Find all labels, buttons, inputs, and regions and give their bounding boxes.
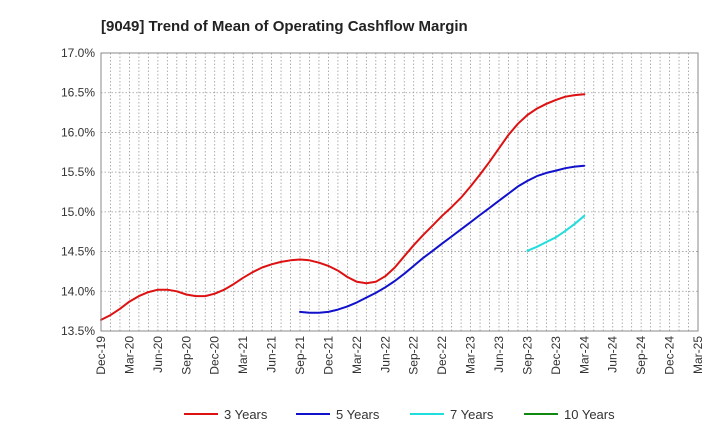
x-axis: Dec-19 Mar-20 Jun-20 Sep-20 Dec-20 Mar-21 Jun-… xyxy=(94,336,705,375)
series-line-7-years xyxy=(526,214,586,252)
y-tick-label: 15.5% xyxy=(61,165,95,179)
x-tick-label: Dec-24 xyxy=(663,336,677,375)
series-line-5-years xyxy=(299,164,586,314)
legend: 3 Years 5 Years 7 Years 10 Years xyxy=(184,407,615,422)
plot-area xyxy=(101,53,698,331)
x-tick-label: Dec-23 xyxy=(549,336,563,375)
x-tick-label: Mar-22 xyxy=(350,336,364,374)
legend-label-10-years: 10 Years xyxy=(564,407,615,422)
y-tick-label: 16.5% xyxy=(61,86,95,100)
x-tick-label: Jun-24 xyxy=(606,336,620,373)
x-tick-label: Jun-20 xyxy=(151,336,165,373)
y-axis: 13.5% 14.0% 14.5% 15.0% 15.5% 16.0% 16.5% 17.0% xyxy=(61,46,95,338)
series-line-3-years xyxy=(100,93,586,321)
legend-label-3-years: 3 Years xyxy=(224,407,268,422)
grid xyxy=(101,53,698,331)
plot-frame xyxy=(100,52,699,332)
x-tick-label: Sep-20 xyxy=(179,336,193,375)
x-tick-label: Dec-21 xyxy=(321,336,335,375)
chart-title: [9049] Trend of Mean of Operating Cashfl… xyxy=(101,18,468,35)
x-tick-label: Sep-21 xyxy=(293,336,307,375)
legend-label-7-years: 7 Years xyxy=(450,407,494,422)
y-tick-label: 16.0% xyxy=(61,125,95,139)
series-lines xyxy=(100,93,586,321)
x-tick-label: Jun-23 xyxy=(492,336,506,373)
x-tick-label: Sep-22 xyxy=(407,336,421,375)
x-tick-label: Dec-20 xyxy=(208,336,222,375)
x-tick-label: Jun-22 xyxy=(378,336,392,373)
x-tick-label: Mar-25 xyxy=(691,336,705,374)
y-tick-label: 14.5% xyxy=(61,245,95,259)
x-tick-label: Sep-23 xyxy=(520,336,534,375)
y-tick-label: 13.5% xyxy=(61,324,95,338)
y-tick-label: 14.0% xyxy=(61,284,95,298)
x-tick-label: Mar-23 xyxy=(464,336,478,374)
x-tick-label: Mar-24 xyxy=(577,336,591,374)
legend-label-5-years: 5 Years xyxy=(336,407,380,422)
y-tick-label: 17.0% xyxy=(61,46,95,60)
y-tick-label: 15.0% xyxy=(61,205,95,219)
x-tick-label: Dec-22 xyxy=(435,336,449,375)
x-tick-label: Dec-19 xyxy=(94,336,108,375)
x-tick-label: Mar-21 xyxy=(236,336,250,374)
x-tick-label: Mar-20 xyxy=(122,336,136,374)
x-tick-label: Jun-21 xyxy=(265,336,279,373)
x-tick-label: Sep-24 xyxy=(634,336,648,375)
